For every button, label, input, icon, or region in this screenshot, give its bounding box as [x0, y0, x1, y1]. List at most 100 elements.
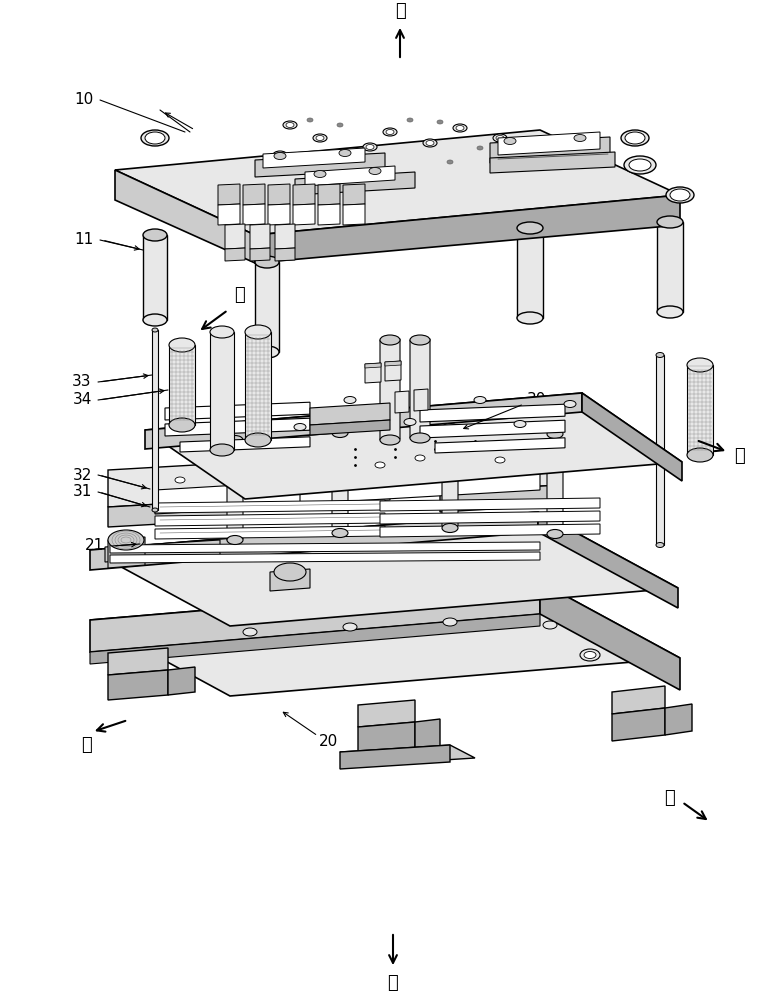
Ellipse shape	[593, 148, 607, 156]
Ellipse shape	[193, 598, 207, 606]
Polygon shape	[440, 448, 560, 492]
Polygon shape	[90, 582, 540, 652]
Polygon shape	[268, 184, 290, 205]
Ellipse shape	[363, 143, 377, 151]
Polygon shape	[108, 537, 145, 568]
Polygon shape	[517, 228, 543, 318]
Ellipse shape	[543, 621, 557, 629]
Ellipse shape	[574, 134, 586, 141]
Ellipse shape	[152, 508, 158, 512]
Polygon shape	[547, 433, 563, 534]
Polygon shape	[665, 704, 692, 735]
Polygon shape	[435, 438, 565, 453]
Polygon shape	[415, 719, 440, 755]
Ellipse shape	[415, 455, 425, 461]
Ellipse shape	[624, 156, 656, 174]
Polygon shape	[255, 262, 279, 352]
Polygon shape	[440, 485, 560, 512]
Ellipse shape	[670, 189, 690, 201]
Polygon shape	[365, 363, 381, 368]
Polygon shape	[490, 152, 615, 173]
Ellipse shape	[625, 132, 645, 144]
Ellipse shape	[477, 146, 483, 150]
Ellipse shape	[426, 140, 434, 145]
Polygon shape	[225, 248, 245, 261]
Ellipse shape	[343, 156, 357, 164]
Polygon shape	[108, 463, 230, 507]
Ellipse shape	[629, 159, 651, 171]
Polygon shape	[310, 403, 390, 425]
Ellipse shape	[243, 628, 257, 636]
Ellipse shape	[337, 123, 343, 127]
Polygon shape	[498, 132, 600, 155]
Polygon shape	[395, 391, 409, 413]
Polygon shape	[152, 330, 158, 510]
Ellipse shape	[517, 222, 543, 234]
Ellipse shape	[514, 420, 526, 428]
Ellipse shape	[175, 477, 185, 483]
Ellipse shape	[169, 338, 195, 352]
Polygon shape	[293, 204, 315, 225]
Ellipse shape	[210, 444, 234, 456]
Ellipse shape	[493, 134, 507, 142]
Text: 30: 30	[527, 392, 546, 408]
Polygon shape	[656, 355, 664, 545]
Text: 11: 11	[74, 232, 94, 247]
Polygon shape	[110, 542, 540, 553]
Text: 32: 32	[72, 468, 91, 483]
Polygon shape	[442, 427, 458, 528]
Ellipse shape	[383, 128, 397, 136]
Polygon shape	[414, 389, 428, 411]
Ellipse shape	[506, 149, 514, 154]
Polygon shape	[582, 393, 682, 481]
Ellipse shape	[274, 563, 306, 581]
Polygon shape	[343, 204, 365, 225]
Ellipse shape	[404, 418, 416, 426]
Ellipse shape	[108, 530, 144, 550]
Polygon shape	[332, 432, 348, 533]
Text: 33: 33	[72, 374, 92, 389]
Text: 后: 后	[664, 789, 675, 807]
Ellipse shape	[332, 428, 348, 438]
Polygon shape	[420, 420, 565, 438]
Ellipse shape	[423, 139, 437, 147]
Polygon shape	[340, 745, 450, 769]
Ellipse shape	[474, 396, 486, 403]
Text: 左: 左	[80, 736, 91, 754]
Polygon shape	[227, 439, 243, 540]
Text: 下: 下	[388, 974, 399, 992]
Polygon shape	[420, 404, 565, 422]
Ellipse shape	[366, 144, 374, 149]
Polygon shape	[410, 339, 430, 438]
Ellipse shape	[621, 130, 649, 146]
Ellipse shape	[245, 325, 271, 339]
Polygon shape	[245, 332, 271, 440]
Polygon shape	[90, 512, 678, 626]
Ellipse shape	[580, 649, 600, 661]
Polygon shape	[310, 420, 390, 435]
Polygon shape	[165, 418, 310, 436]
Ellipse shape	[210, 326, 234, 338]
Text: 右: 右	[734, 447, 745, 465]
Polygon shape	[155, 500, 385, 513]
Polygon shape	[263, 148, 365, 168]
Ellipse shape	[517, 143, 523, 147]
Polygon shape	[380, 498, 600, 511]
Ellipse shape	[314, 170, 326, 178]
Ellipse shape	[495, 457, 505, 463]
Ellipse shape	[227, 536, 243, 544]
Ellipse shape	[393, 586, 407, 594]
Ellipse shape	[666, 187, 694, 203]
Ellipse shape	[317, 153, 323, 157]
Ellipse shape	[357, 150, 363, 154]
Text: 31: 31	[72, 485, 91, 499]
Ellipse shape	[276, 152, 284, 157]
Polygon shape	[300, 466, 540, 504]
Text: 21: 21	[85, 538, 104, 554]
Polygon shape	[165, 402, 310, 420]
Ellipse shape	[286, 122, 294, 127]
Text: 20: 20	[318, 734, 337, 750]
Polygon shape	[143, 235, 167, 320]
Polygon shape	[268, 204, 290, 225]
Polygon shape	[275, 248, 295, 261]
